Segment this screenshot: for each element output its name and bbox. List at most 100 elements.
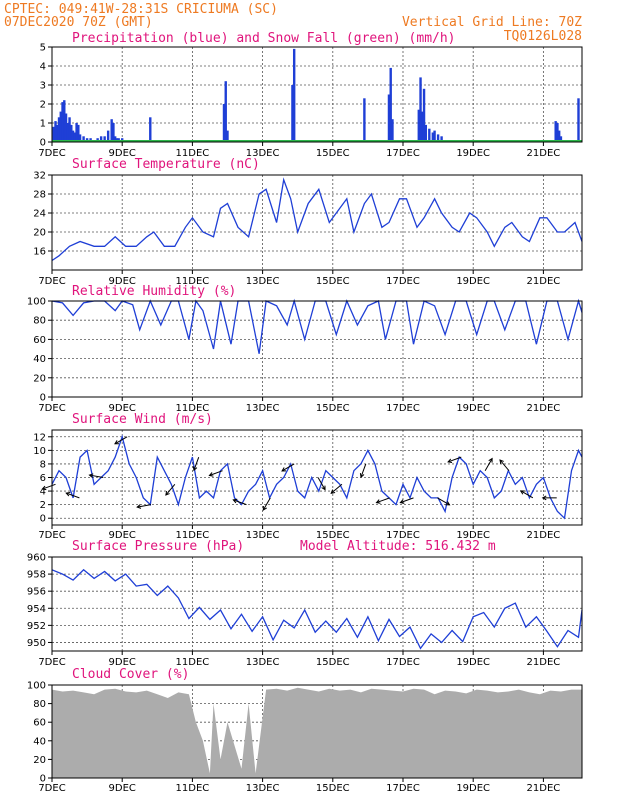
precip-bar [99,136,103,142]
temperature-line [51,177,583,262]
y-tick-label: 0 [40,774,46,785]
panel-title: Cloud Cover (%) [72,667,189,682]
y-tick-label: 6 [40,473,46,484]
precip-bar [222,104,226,142]
precip-bar [422,88,426,142]
wind-arrow-head [359,473,365,479]
wind-arrow-head [281,467,287,472]
precip-bar [66,123,69,142]
precip-bar [110,119,113,142]
wind-arrow [484,458,493,471]
x-tick-label: 7DEC [38,403,65,414]
x-tick-label: 21DEC [527,530,561,541]
panel-temperature: 16 20 24 28 32 7DEC 9DEC 11DEC 13DEC 15DEC 17DEC 19… [33,157,583,287]
wind-arrow-head [88,473,94,478]
x-tick-label: 9DEC [109,657,136,668]
x-tick-label: 9DEC [109,530,136,541]
header-station: CPTEC: 049:41W-28:31S CRICIUMA (SC) [4,2,278,17]
precip-bar [556,123,559,142]
precip-bar [440,136,443,142]
wind-arrow-head [399,499,405,504]
x-tick-label: 19DEC [456,783,490,794]
x-tick-label: 13DEC [246,403,280,414]
x-tick-label: 9DEC [109,276,136,287]
precip-bar [106,130,110,142]
wind-arrow [317,477,326,490]
precip-bar [436,134,440,142]
plot-frame [51,556,583,652]
y-tick-label: 952 [27,621,46,632]
x-tick-label: 7DEC [38,276,65,287]
wind-arrow [437,497,450,506]
wind-arrow [233,499,247,506]
wind-arrow-head [375,499,381,504]
wind-arrow-head [447,458,453,464]
x-tick-label: 17DEC [386,403,420,414]
y-tick-label: 0 [40,138,46,149]
precip-bar [226,130,229,142]
x-tick-label: 15DEC [316,276,350,287]
precip-bar [57,117,61,142]
wind-arrow-head [445,501,451,506]
panel-pressure: 950 952 954 956 958 960 7DEC 9DEC 11DEC 13DEC 15DE… [27,539,583,668]
x-tick-label: 19DEC [456,276,490,287]
y-tick-label: 100 [27,681,46,692]
y-tick-label: 8 [40,459,46,470]
plot-frame [51,46,583,143]
y-tick-label: 24 [33,209,46,220]
x-tick-label: 7DEC [38,783,65,794]
wind-arrow [114,436,128,445]
y-tick-label: 80 [33,699,46,710]
precip-bar [113,136,117,142]
plot-frame [51,174,583,271]
wind-arrow [137,504,152,508]
y-tick-label: 10 [33,446,46,457]
wind-arrow-head [114,440,119,445]
y-tick-label: 954 [27,604,46,615]
precip-bar [559,136,563,142]
precip-bar [82,136,85,142]
x-tick-label: 21DEC [527,148,561,159]
y-tick-label: 60 [33,335,46,346]
x-tick-label: 11DEC [176,657,210,668]
precip-bar [61,102,64,142]
x-tick-label: 9DEC [109,148,136,159]
y-tick-label: 3 [40,81,46,92]
y-tick-label: 40 [33,736,46,747]
wind-arrow [376,497,390,504]
y-tick-label: 12 [33,432,46,443]
y-tick-label: 4 [40,487,46,498]
x-tick-label: 15DEC [316,403,350,414]
panel-humidity: 0 20 40 60 80 100 7DEC 9DEC 11DEC 13DEC 15DEC 17DEC… [27,284,583,414]
wind-arrow [42,483,56,490]
wind-arrow [165,483,176,496]
y-tick-label: 0 [40,393,46,404]
humidity-line [51,298,583,354]
precip-bar [68,117,71,142]
wind-arrow-head [232,498,238,504]
wind-arrow-head [321,485,326,491]
wind-arrow-head [208,472,214,477]
y-tick-label: 28 [33,190,46,201]
y-tick-label: 2 [40,500,46,511]
header-model-code: TQ0126L028 [504,29,582,44]
panel-title: Surface Pressure (hPa) [72,539,244,554]
precip-bar [391,119,394,142]
plot-frame [51,300,583,398]
precip-bar [77,124,80,142]
wind-arrow-head [136,504,142,509]
x-tick-label: 13DEC [246,657,280,668]
x-tick-label: 7DEC [38,148,65,159]
y-tick-label: 2 [40,100,46,111]
wind-arrow [330,483,343,494]
x-tick-label: 13DEC [246,148,280,159]
wind-arrow-head [488,457,493,463]
y-tick-label: 60 [33,718,46,729]
wind-arrow-head [165,490,170,496]
cloud-cover-area [52,687,582,778]
wind-line [51,434,583,520]
wind-arrow [281,463,295,472]
precip-bar [417,109,420,142]
x-tick-label: 21DEC [527,403,561,414]
